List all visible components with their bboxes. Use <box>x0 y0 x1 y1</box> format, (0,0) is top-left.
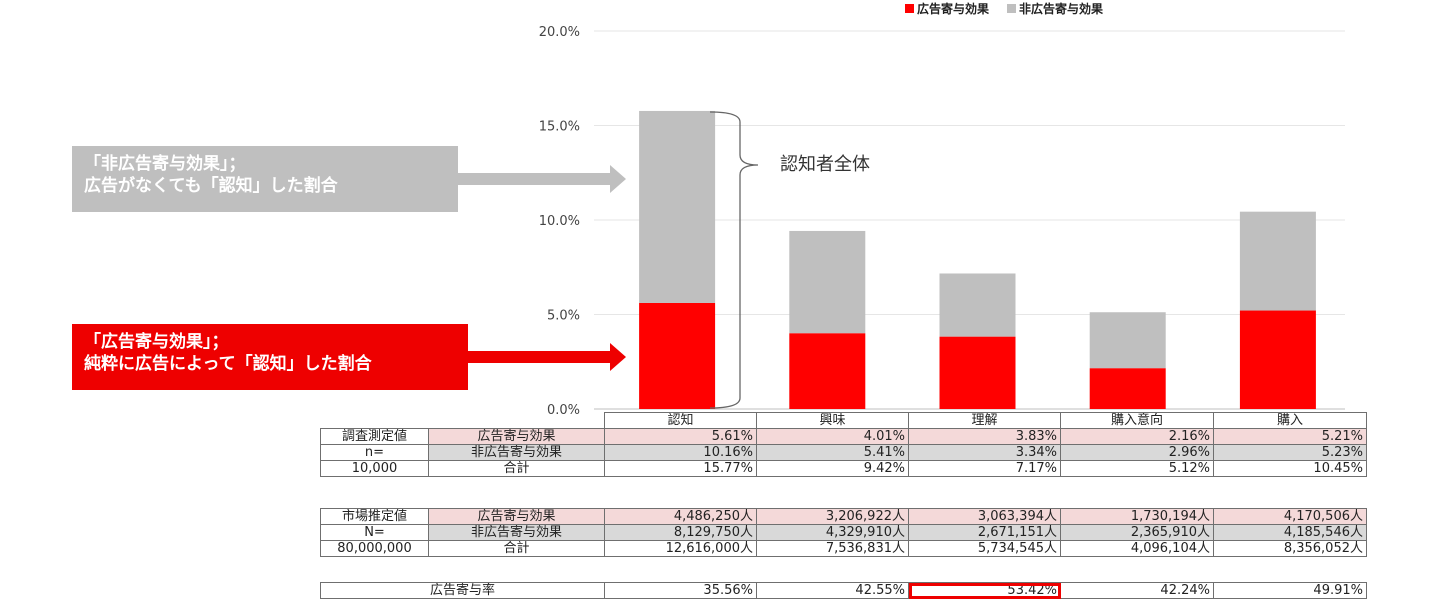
category-header: 購入 <box>1213 412 1367 429</box>
callout-nonad-line1: 「非広告寄与効果」； <box>84 154 246 174</box>
arrow-nonad-icon <box>456 165 626 193</box>
rate-cell: 35.56% <box>604 582 757 599</box>
category-header: 興味 <box>756 412 909 429</box>
bar-ad-4 <box>1239 310 1316 409</box>
table-cell: 3,063,394人 <box>908 508 1061 525</box>
row-header: 80,000,000 <box>320 540 429 557</box>
y-tick-label: 15.0% <box>539 120 580 135</box>
category-header: 理解 <box>908 412 1061 429</box>
table-cell: 5.21% <box>1213 428 1367 445</box>
bar-nonad-4 <box>1239 211 1316 311</box>
brace-icon <box>709 111 759 409</box>
table-cell: 4,329,910人 <box>756 524 909 541</box>
table-cell: 3,206,922人 <box>756 508 909 525</box>
rate-cell: 42.24% <box>1060 582 1214 599</box>
row-label: 合計 <box>428 540 605 557</box>
table-row: 80,000,000 合計 12,616,000人 7,536,831人 5,7… <box>320 540 1367 557</box>
table-cell: 9.42% <box>756 460 909 477</box>
y-tick-label: 10.0% <box>539 214 580 229</box>
table-row: N= 非広告寄与効果 8,129,750人 4,329,910人 2,671,1… <box>320 524 1367 541</box>
legend-label-ad: 広告寄与効果 <box>917 2 990 16</box>
row-label: 非広告寄与効果 <box>428 444 605 461</box>
category-header: 購入意向 <box>1060 412 1214 429</box>
table-cell: 10.45% <box>1213 460 1367 477</box>
callout-ad: 「広告寄与効果」； 純粋に広告によって「認知」した割合 <box>72 324 468 390</box>
table-cell: 7.17% <box>908 460 1061 477</box>
table-cell: 3.34% <box>908 444 1061 461</box>
rate-cell-highlighted: 53.42% <box>908 582 1061 599</box>
survey-table: 認知 興味 理解 購入意向 購入 調査測定値 広告寄与効果 5.61% 4.01… <box>320 412 1367 477</box>
table-cell: 2,671,151人 <box>908 524 1061 541</box>
legend-item-ad: 広告寄与効果 <box>905 0 989 17</box>
table-row: 調査測定値 広告寄与効果 5.61% 4.01% 3.83% 2.16% 5.2… <box>320 428 1367 445</box>
row-header: 市場推定値 <box>320 508 429 525</box>
row-label: 広告寄与効果 <box>428 428 605 445</box>
bar-ad-0 <box>639 302 716 409</box>
table-cell: 8,129,750人 <box>604 524 757 541</box>
row-label: 非広告寄与効果 <box>428 524 605 541</box>
callout-ad-line1: 「広告寄与効果」； <box>84 332 229 352</box>
table-cell: 2,365,910人 <box>1060 524 1214 541</box>
table-cell: 5,734,545人 <box>908 540 1061 557</box>
row-header: n= <box>320 444 429 461</box>
rate-cell: 42.55% <box>756 582 909 599</box>
table-cell: 7,536,831人 <box>756 540 909 557</box>
table-cell: 4.01% <box>756 428 909 445</box>
table-row: 広告寄与率 35.56% 42.55% 53.42% 42.24% 49.91% <box>320 582 1367 599</box>
table-cell: 8,356,052人 <box>1213 540 1367 557</box>
y-tick-label: 5.0% <box>547 309 580 324</box>
category-header: 認知 <box>604 412 757 429</box>
table-cell: 3.83% <box>908 428 1061 445</box>
table-cell: 4,185,546人 <box>1213 524 1367 541</box>
legend-label-nonad: 非広告寄与効果 <box>1019 2 1104 16</box>
bar-ad-2 <box>939 336 1016 409</box>
rate-label: 広告寄与率 <box>320 582 605 599</box>
table-cell: 1,730,194人 <box>1060 508 1214 525</box>
table-cell: 5.23% <box>1213 444 1367 461</box>
rate-cell: 49.91% <box>1213 582 1367 599</box>
callout-ad-line2: 純粋に広告によって「認知」した割合 <box>84 354 372 374</box>
bar-ad-3 <box>1089 368 1166 409</box>
callout-nonad: 「非広告寄与効果」； 広告がなくても「認知」した割合 <box>72 146 458 212</box>
table-cell: 4,486,250人 <box>604 508 757 525</box>
table-row: n= 非広告寄与効果 10.16% 5.41% 3.34% 2.96% 5.23… <box>320 444 1367 461</box>
rate-table: 広告寄与率 35.56% 42.55% 53.42% 42.24% 49.91% <box>320 582 1367 599</box>
market-table: 市場推定値 広告寄与効果 4,486,250人 3,206,922人 3,063… <box>320 508 1367 557</box>
bar-nonad-1 <box>789 230 866 334</box>
table-cell: 5.61% <box>604 428 757 445</box>
row-header: 10,000 <box>320 460 429 477</box>
category-header-row: 認知 興味 理解 購入意向 購入 <box>321 412 1367 429</box>
legend: 広告寄与効果 非広告寄与効果 <box>905 0 1103 17</box>
bar-nonad-3 <box>1089 312 1166 369</box>
table-cell: 2.96% <box>1060 444 1214 461</box>
table-cell: 4,170,506人 <box>1213 508 1367 525</box>
legend-swatch-nonad <box>1007 4 1017 13</box>
table-cell: 15.77% <box>604 460 757 477</box>
table-cell: 10.16% <box>604 444 757 461</box>
stacked-bar-chart: 0.0% 5.0% 10.0% 15.0% 20.0% 認知者全体 <box>456 25 1345 418</box>
table-row: 10,000 合計 15.77% 9.42% 7.17% 5.12% 10.45… <box>320 460 1367 477</box>
row-header: N= <box>320 524 429 541</box>
bar-ad-1 <box>789 333 866 409</box>
table-cell: 4,096,104人 <box>1060 540 1214 557</box>
callout-nonad-line2: 広告がなくても「認知」した割合 <box>84 176 338 196</box>
bar-nonad-2 <box>939 273 1016 337</box>
legend-item-nonad: 非広告寄与効果 <box>1007 0 1103 17</box>
brace-label: 認知者全体 <box>780 154 870 175</box>
legend-swatch-ad <box>905 4 914 13</box>
y-tick-label: 0.0% <box>547 403 580 418</box>
y-tick-label: 20.0% <box>539 25 580 40</box>
table-cell: 2.16% <box>1060 428 1214 445</box>
table-row: 市場推定値 広告寄与効果 4,486,250人 3,206,922人 3,063… <box>320 508 1367 525</box>
table-cell: 12,616,000人 <box>604 540 757 557</box>
row-label: 合計 <box>428 460 605 477</box>
arrow-ad-icon <box>466 343 626 371</box>
table-cell: 5.41% <box>756 444 909 461</box>
bar-nonad-0 <box>639 110 716 303</box>
row-label: 広告寄与効果 <box>428 508 605 525</box>
table-cell: 5.12% <box>1060 460 1214 477</box>
row-header: 調査測定値 <box>320 428 429 445</box>
